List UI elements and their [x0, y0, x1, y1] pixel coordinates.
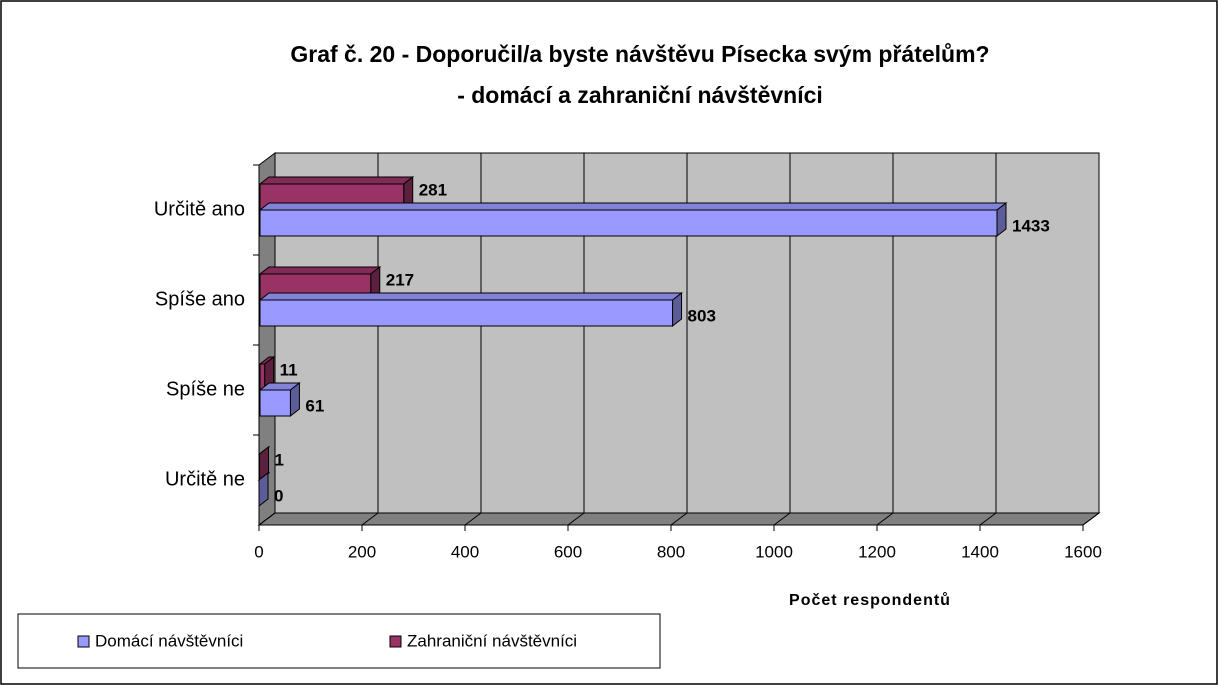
data-label: 11	[280, 360, 298, 379]
chart-title: - domácí a zahraniční návštěvníci	[457, 82, 823, 108]
data-label: 281	[419, 180, 447, 199]
bar-top	[258, 266, 382, 275]
grid-line	[670, 512, 688, 526]
legend-swatch	[389, 635, 402, 648]
data-label: 61	[305, 396, 324, 415]
grid-line	[979, 512, 997, 526]
x-axis-title: Počet respondentů	[789, 592, 951, 609]
grid-line	[1082, 512, 1100, 526]
grid-line	[258, 512, 276, 526]
bar-top	[258, 202, 1008, 211]
grid-line	[773, 512, 791, 526]
data-label: 1433	[1012, 216, 1050, 235]
x-tick-label: 600	[554, 542, 582, 561]
bar	[259, 389, 291, 417]
x-tick-label: 400	[451, 542, 479, 561]
bar	[259, 209, 998, 237]
x-tick-label: 1400	[961, 542, 999, 561]
x-tick-label: 1000	[755, 542, 793, 561]
data-label: 217	[386, 270, 414, 289]
data-label: 0	[274, 486, 283, 505]
x-tick-label: 1200	[858, 542, 896, 561]
data-label: 803	[688, 306, 716, 325]
legend-swatch	[77, 635, 90, 648]
grid-line	[876, 512, 894, 526]
grid-line	[464, 512, 482, 526]
y-tick-label: Určitě ne	[165, 468, 245, 490]
bar-top	[258, 176, 415, 185]
y-tick-label: Spíše ano	[155, 288, 245, 310]
data-label: 1	[275, 450, 284, 469]
x-tick-label: 800	[657, 542, 685, 561]
bar-top	[258, 292, 684, 301]
legend	[17, 613, 661, 669]
chart-title: Graf č. 20 - Doporučil/a byste návštěvu …	[290, 41, 989, 67]
x-tick-label: 1600	[1064, 542, 1102, 561]
grid-line	[361, 512, 379, 526]
bar	[259, 363, 266, 391]
legend-label: Zahraniční návštěvníci	[407, 631, 577, 650]
x-tick-label: 200	[348, 542, 376, 561]
grid-line	[567, 512, 585, 526]
y-tick-label: Určitě ano	[154, 198, 245, 220]
bar	[259, 299, 674, 327]
x-tick-label: 0	[254, 542, 263, 561]
legend-label: Domácí návštěvníci	[95, 631, 243, 650]
y-tick-label: Spíše ne	[166, 378, 245, 400]
